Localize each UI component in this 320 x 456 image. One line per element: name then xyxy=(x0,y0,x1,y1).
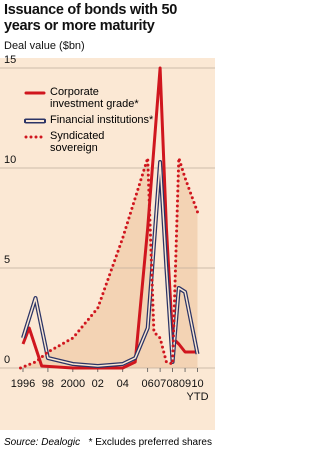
x-tick-label: 08 xyxy=(166,378,178,390)
x-tick-label: 2000 xyxy=(61,378,85,390)
series-line-inner xyxy=(22,161,199,367)
y-tick-label: 10 xyxy=(4,154,16,166)
series-line xyxy=(19,156,199,370)
legend-label: Corporate investment grade* xyxy=(50,86,139,110)
legend-item: Corporate investment grade* xyxy=(24,86,174,110)
x-note: YTD xyxy=(187,391,209,403)
y-tick-label: 15 xyxy=(4,54,16,66)
x-tick-label: 06 xyxy=(142,378,154,390)
legend-item: Financial institutions* xyxy=(24,114,174,126)
x-tick-label: 04 xyxy=(117,378,129,390)
chart-title: Issuance of bonds with 50 years or more … xyxy=(4,2,177,34)
page: 0 5 10 15 1996 98 2000 02 04 06 07 08 09 10 YTD Issuan… xyxy=(0,2,215,448)
legend-swatch xyxy=(24,135,46,139)
x-tick-label: 02 xyxy=(92,378,104,390)
legend: Corporate investment grade* Financial ins… xyxy=(24,86,174,158)
y-tick-label: 0 xyxy=(4,354,10,366)
y-tick-label: 5 xyxy=(4,254,10,266)
legend-label: Syndicated sovereign xyxy=(50,130,105,154)
footnote: * Excludes preferred shares xyxy=(88,437,212,448)
source: Source: Dealogic xyxy=(4,437,81,448)
x-tick-label: 1996 xyxy=(11,378,35,390)
legend-swatch xyxy=(24,118,46,124)
x-tick-label: 07 xyxy=(154,378,166,390)
chart-subtitle: Deal value ($bn) xyxy=(4,40,85,52)
x-tick-label: 98 xyxy=(42,378,54,390)
legend-swatch xyxy=(24,91,46,95)
series-line xyxy=(21,66,198,370)
legend-item: Syndicated sovereign xyxy=(24,130,174,154)
x-tick-label: 10 xyxy=(191,378,203,390)
legend-label: Financial institutions* xyxy=(50,114,154,126)
x-tick-label: 09 xyxy=(179,378,191,390)
